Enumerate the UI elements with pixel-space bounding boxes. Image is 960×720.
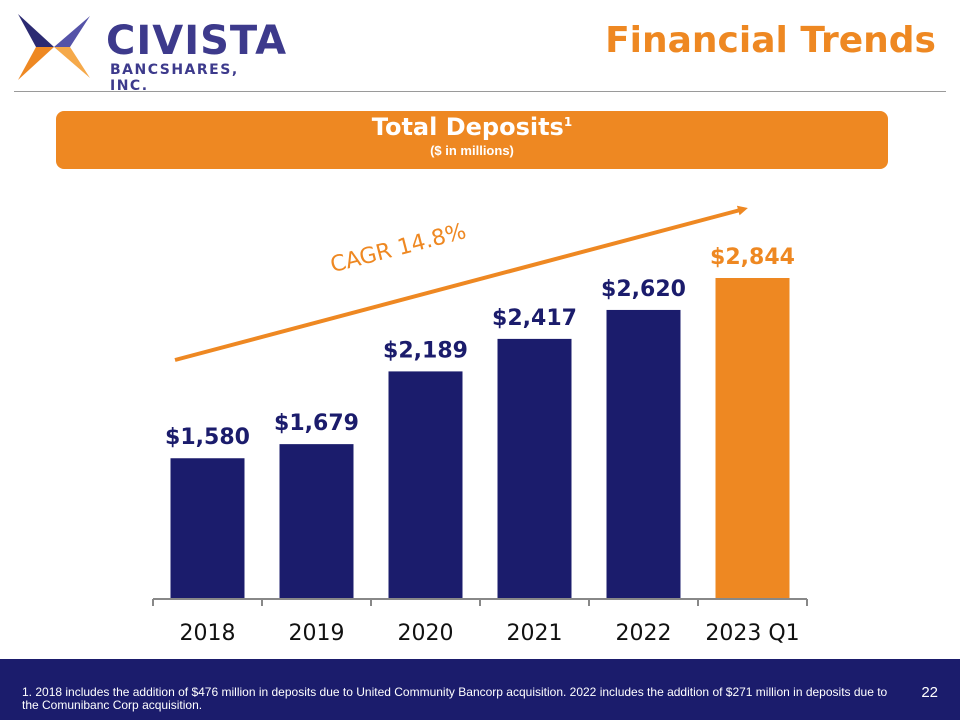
slide-title: Financial Trends <box>605 20 936 61</box>
footnote-marker: 1 <box>563 115 573 129</box>
logo-wordmark: CIVISTA <box>106 18 288 64</box>
data-label: $2,844 <box>710 245 795 270</box>
bar-2018 <box>170 458 245 598</box>
cagr-label: CAGR 14.8% <box>328 219 469 278</box>
banner-subtitle: ($ in millions) <box>430 143 514 158</box>
data-label: $2,417 <box>492 306 577 331</box>
company-logo: CIVISTA BANCSHARES, INC. <box>14 12 286 94</box>
page-number: 22 <box>921 684 938 701</box>
bar-2022 <box>606 309 681 598</box>
chart-banner: Total Deposits1 ($ in millions) <box>56 111 888 169</box>
x-tick-label: 2021 <box>507 621 563 646</box>
x-tick-label: 2019 <box>289 621 345 646</box>
header-divider <box>14 91 946 92</box>
x-tick-label: 2022 <box>616 621 672 646</box>
data-label: $1,580 <box>165 425 250 450</box>
bar-2019 <box>279 444 354 598</box>
star-logo-icon <box>18 14 90 80</box>
bar-2021 <box>497 338 572 598</box>
data-label: $2,620 <box>601 277 686 302</box>
cagr-arrow <box>174 205 748 362</box>
footnote-text: 1. 2018 includes the addition of $476 mi… <box>22 685 888 712</box>
x-tick-label: 2023 Q1 <box>705 621 799 646</box>
footer-bar: 1. 2018 includes the addition of $476 mi… <box>0 659 960 720</box>
data-label: $1,679 <box>274 411 359 436</box>
logo-subtitle: BANCSHARES, INC. <box>110 62 239 94</box>
bar-2020 <box>388 371 463 598</box>
banner-title: Total Deposits1 <box>371 113 573 141</box>
deposits-bar-chart: CAGR 14.8% $1,580 $1,679 $2,189 $2,417 $2,62… <box>152 205 808 646</box>
data-label: $2,189 <box>383 338 468 363</box>
bar-2023-q1 <box>715 278 790 598</box>
x-tick-label: 2018 <box>180 621 236 646</box>
x-tick-label: 2020 <box>398 621 454 646</box>
